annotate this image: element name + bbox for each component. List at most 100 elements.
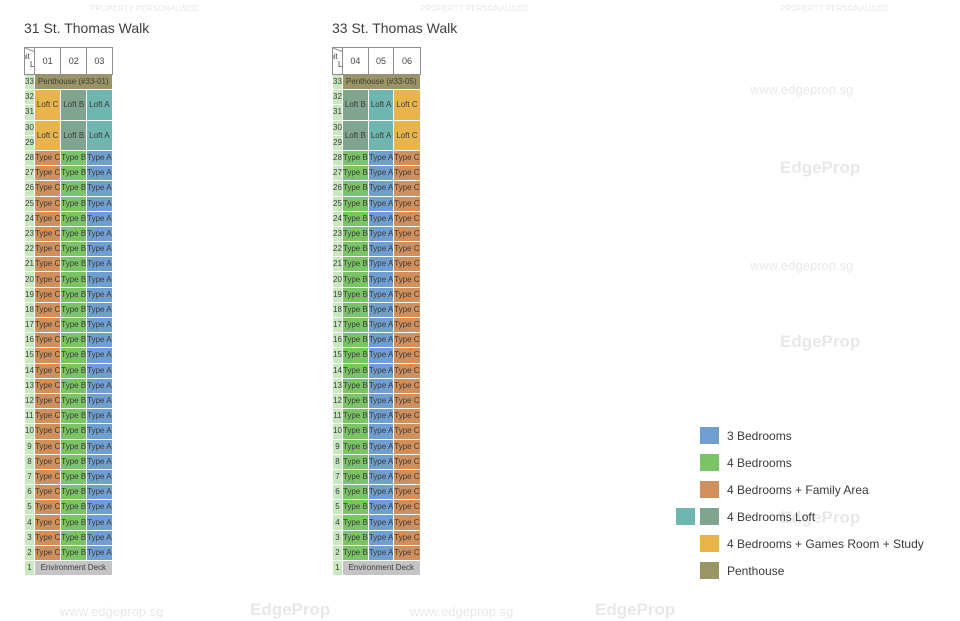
unit-type-cell: Type C: [393, 362, 421, 379]
level-number: 24: [332, 210, 343, 227]
unit-type-cell: Type C: [33, 225, 62, 243]
level-row: 3 Type B Type A Type C: [332, 529, 421, 546]
unit-type-cell: Type A: [367, 271, 395, 288]
level-row: 26 Type B Type A Type C: [332, 180, 421, 197]
unit-type-cell: Type C: [33, 332, 62, 349]
level-number: 16: [24, 332, 35, 349]
unit-type-cell: Type B: [341, 271, 369, 288]
unit-number: 05: [367, 47, 395, 75]
level-number: 9: [332, 438, 343, 455]
level-number: 32: [332, 89, 343, 106]
unit-type-cell: Type A: [367, 408, 395, 425]
unit-type-cell: Type A: [367, 286, 395, 303]
level-row: 24 Type C Type B Type A: [24, 210, 113, 227]
level-number: 6: [24, 484, 35, 501]
unit-type-cell: Type B: [341, 484, 369, 501]
unit-type-cell: Type C: [33, 286, 62, 303]
level-number: 19: [332, 286, 343, 303]
level-number: 5: [332, 499, 343, 516]
level-number: 6: [332, 484, 343, 501]
unit-type-cell: Type B: [60, 468, 88, 486]
unit-type-cell: Type C: [33, 392, 62, 410]
level-row: 25 Type C Type B Type A: [24, 195, 113, 212]
level-number: 12: [24, 392, 35, 410]
level-row: 6 Type B Type A Type C: [332, 484, 421, 501]
unit-type-cell: Type C: [393, 392, 421, 410]
unit-type-cell: Type C: [393, 468, 421, 486]
unit-type-cell: Type C: [33, 316, 62, 334]
unit-type-cell: Type A: [367, 362, 395, 379]
unit-type-cell: Type A: [86, 165, 113, 182]
level-number: 24: [24, 210, 35, 227]
unit-type-cell: Type B: [341, 225, 369, 243]
legend-swatch-teal: [676, 508, 695, 525]
unit-type-cell: Type A: [367, 484, 395, 501]
level-row: 28 Type B Type A Type C: [332, 149, 421, 167]
unit-type-cell: Type C: [33, 529, 62, 546]
level-number: 32: [24, 89, 35, 106]
unit-type-cell: Type B: [341, 514, 369, 531]
legend-label: 4 Bedrooms: [727, 456, 792, 470]
unit-type-cell: Type A: [86, 195, 113, 212]
level-row: 4 Type C Type B Type A: [24, 514, 113, 531]
unit-type-cell: Type C: [393, 484, 421, 501]
level-row: 14 Type B Type A Type C: [332, 362, 421, 379]
legend-swatch: [700, 535, 719, 552]
level-row: 8 Type C Type B Type A: [24, 453, 113, 470]
level-number: 13: [24, 377, 35, 394]
level-row: 28 Type C Type B Type A: [24, 149, 113, 167]
unit-type-cell: Type B: [60, 544, 88, 562]
unit-type-cell: Type C: [393, 165, 421, 182]
level-number: 14: [332, 362, 343, 379]
unit-type-cell: Type B: [341, 468, 369, 486]
level-number: 4: [332, 514, 343, 531]
unit-type-cell: Type B: [341, 149, 369, 167]
unit-level-corner: UnitLevel: [332, 47, 343, 75]
loft-cell: Loft C: [33, 89, 62, 121]
unit-type-cell: Type C: [393, 301, 421, 319]
unit-type-cell: Type B: [341, 316, 369, 334]
level-number: 8: [332, 453, 343, 470]
level-number: 31: [332, 104, 343, 121]
unit-type-cell: Type B: [60, 347, 88, 364]
unit-type-cell: Type C: [33, 453, 62, 470]
unit-type-cell: Type B: [60, 362, 88, 379]
stacking-table: UnitLevel04050633Penthouse (#33-05)32Lof…: [332, 47, 421, 577]
level-row: 33 Penthouse (#33-01): [24, 73, 113, 91]
unit-type-cell: Type B: [60, 180, 88, 197]
level-number: 5: [24, 499, 35, 516]
unit-type-cell: Type A: [86, 484, 113, 501]
watermark-tagline: PROPERTY PERSONALISED: [780, 4, 889, 13]
level-row: 11 Type B Type A Type C: [332, 408, 421, 425]
level-number: 15: [332, 347, 343, 364]
level-number: 22: [24, 241, 35, 258]
unit-type-cell: Type B: [60, 165, 88, 182]
level-number: 18: [24, 301, 35, 319]
unit-type-cell: Type A: [367, 165, 395, 182]
unit-type-cell: Type A: [367, 225, 395, 243]
unit-type-cell: Type A: [367, 514, 395, 531]
legend-label: 4 Bedrooms + Games Room + Study: [727, 537, 924, 551]
unit-type-cell: Type C: [33, 195, 62, 212]
level-row: 19 Type B Type A Type C: [332, 286, 421, 303]
loft-cell: Loft B: [341, 119, 369, 151]
level-number: 3: [24, 529, 35, 546]
unit-type-cell: Type C: [393, 514, 421, 531]
level-number: 17: [332, 316, 343, 334]
unit-number: 02: [60, 47, 88, 75]
unit-type-cell: Type C: [393, 210, 421, 227]
unit-type-cell: Type B: [60, 316, 88, 334]
level-row: 30 Loft B Loft A Loft C: [332, 119, 421, 151]
unit-type-cell: Type A: [86, 453, 113, 470]
unit-type-cell: Type A: [367, 180, 395, 197]
level-row: 21 Type C Type B Type A: [24, 256, 113, 273]
level-row: 7 Type B Type A Type C: [332, 468, 421, 486]
unit-type-cell: Type A: [367, 529, 395, 546]
level-number: 2: [24, 544, 35, 562]
unit-type-cell: Type A: [86, 377, 113, 394]
level-number: 20: [332, 271, 343, 288]
level-row: 13 Type C Type B Type A: [24, 377, 113, 394]
level-number: 29: [24, 134, 35, 151]
unit-type-cell: Type A: [367, 301, 395, 319]
unit-type-cell: Type A: [367, 195, 395, 212]
